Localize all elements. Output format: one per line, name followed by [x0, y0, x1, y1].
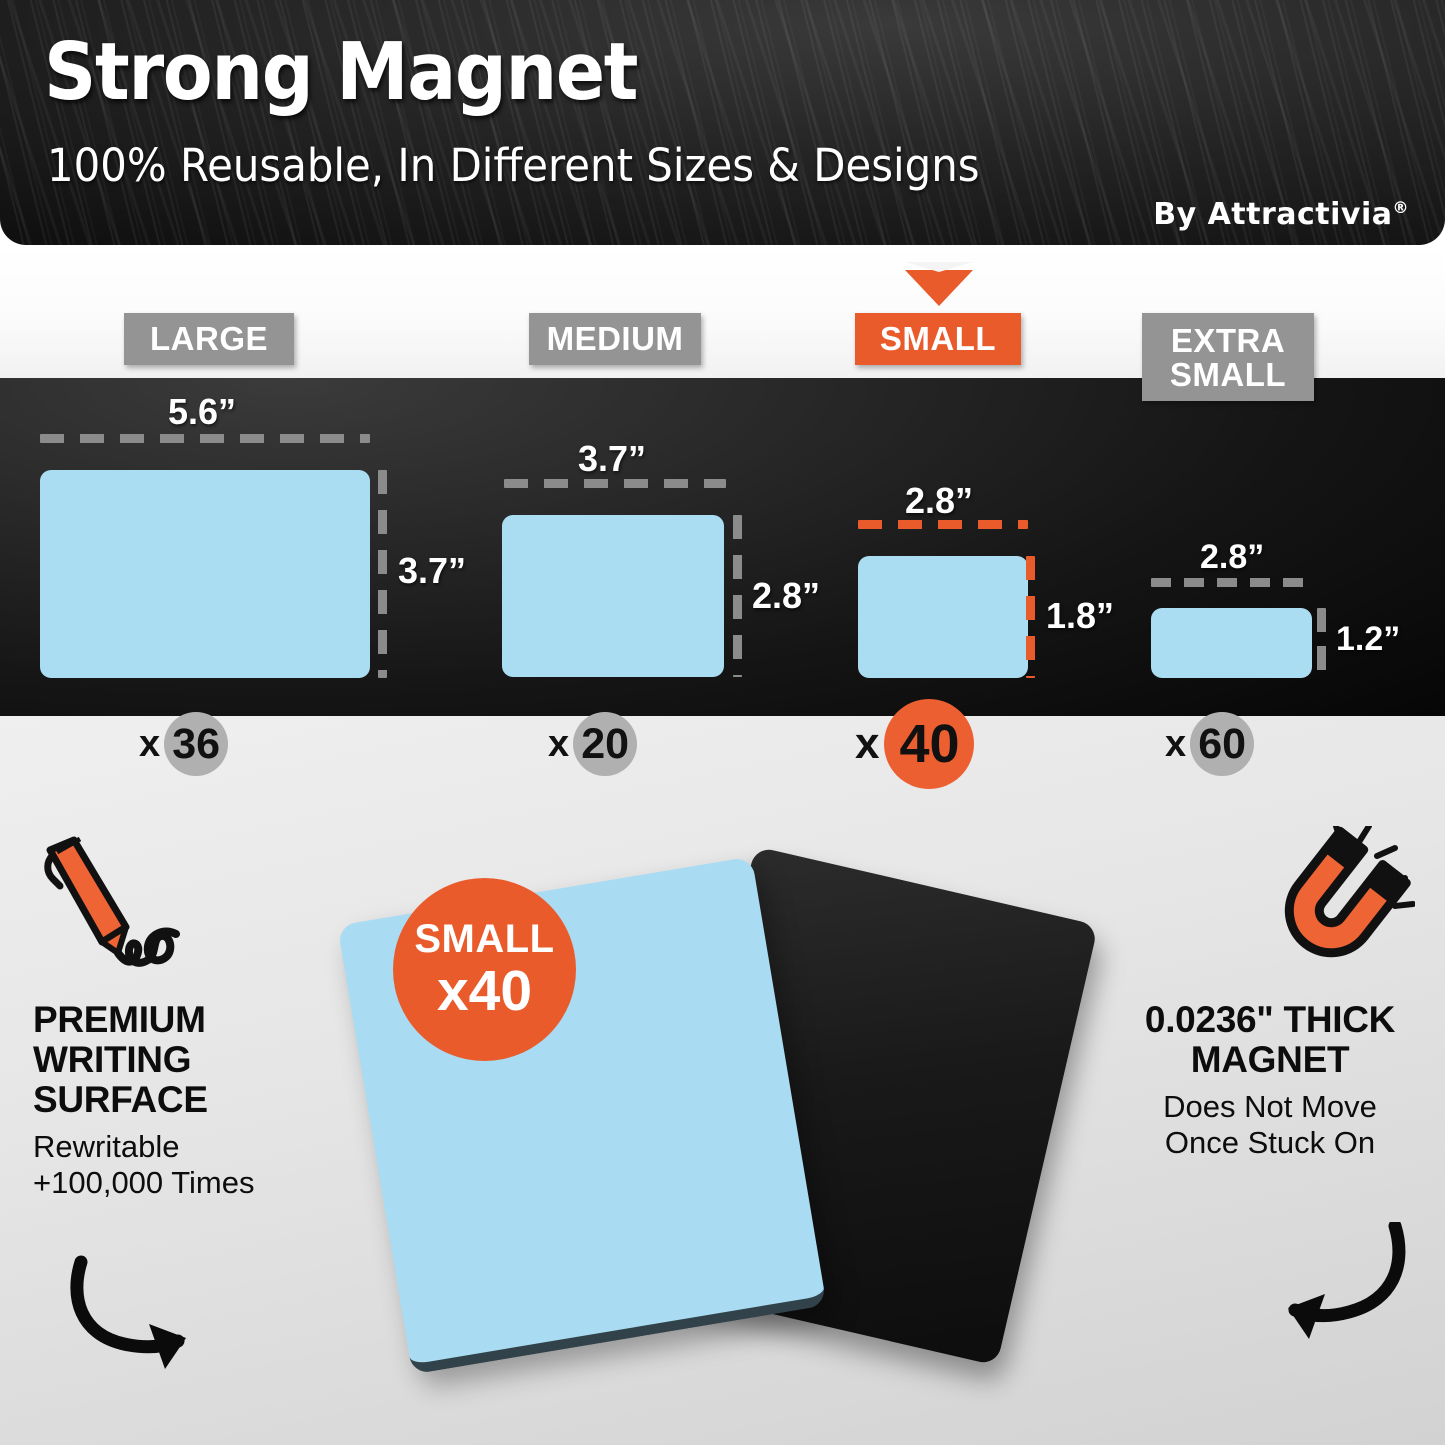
magnet-swatch-large — [40, 470, 370, 678]
product-badge-qty-label: x40 — [436, 959, 533, 1023]
quantity-extra-small: x 60 — [1165, 712, 1255, 776]
feature-2-title-line1: 0.0236" THICK — [1144, 999, 1396, 1040]
quantity-large-badge: 36 — [164, 712, 229, 776]
size-tab-extra-small-line1: EXTRA — [1170, 322, 1286, 360]
dimension-label-medium-height: 2.8” — [752, 575, 821, 616]
quantity-medium-badge: 20 — [573, 712, 638, 776]
feature-1-title-line1: PREMIUM — [33, 999, 206, 1040]
dimension-line-medium-height — [733, 515, 742, 677]
size-tab-large[interactable]: LARGE — [124, 313, 294, 365]
feature-thick-magnet: 0.0236" THICK MAGNET Does Not Move Once … — [1105, 1000, 1435, 1160]
selected-size-pointer-icon — [905, 262, 973, 306]
dimension-line-medium-width — [504, 479, 726, 488]
magnet-swatch-medium — [502, 515, 724, 677]
feature-2-title-line2: MAGNET — [1190, 1038, 1350, 1080]
dimension-line-extra-small-width — [1151, 578, 1312, 587]
dimension-line-large-width — [40, 434, 370, 443]
page-title: Strong Magnet — [44, 26, 639, 118]
dimension-label-large-width: 5.6” — [168, 391, 237, 432]
quantity-extra-small-badge: 60 — [1190, 712, 1255, 776]
quantity-small-badge: 40 — [884, 699, 975, 789]
brand-name: By Attractivia — [1153, 197, 1393, 232]
registered-mark-icon: ® — [1392, 198, 1409, 217]
magnet-swatch-extra-small — [1151, 608, 1312, 678]
dimension-line-small-height — [1026, 556, 1035, 678]
dimension-label-small-height: 1.8” — [1046, 595, 1115, 636]
curved-arrow-left-icon — [1243, 1219, 1428, 1362]
page-subtitle: 100% Reusable, In Different Sizes & Desi… — [47, 139, 980, 192]
quantity-small: x 40 — [855, 699, 975, 789]
dimension-label-medium-width: 3.7” — [578, 438, 647, 479]
feature-1-sub-line2: +100,000 Times — [33, 1164, 255, 1200]
feature-2-sub-line1: Does Not Move — [1163, 1088, 1377, 1124]
size-tab-extra-small-line2: SMALL — [1169, 356, 1287, 393]
dimension-label-extra-small-height: 1.2” — [1336, 620, 1401, 658]
quantity-small-prefix: x — [855, 719, 880, 768]
dimension-label-extra-small-width: 2.8” — [1200, 538, 1265, 576]
dimension-line-small-width — [858, 520, 1028, 529]
quantity-medium-prefix: x — [548, 723, 570, 765]
header-banner: Strong Magnet 100% Reusable, In Differen… — [0, 0, 1445, 245]
feature-premium-writing-surface: PREMIUM WRITING SURFACE Rewritable +100,… — [33, 1000, 333, 1200]
dimension-label-small-width: 2.8” — [905, 480, 974, 521]
feature-1-title-line3: SURFACE — [33, 1078, 208, 1120]
product-quantity-badge: SMALL x40 — [393, 878, 576, 1061]
curved-arrow-right-icon — [52, 1252, 232, 1382]
size-tab-extra-small[interactable]: EXTRA SMALL — [1142, 313, 1314, 401]
size-tab-medium[interactable]: MEDIUM — [529, 313, 701, 365]
dimension-line-extra-small-height — [1317, 608, 1326, 678]
feature-1-title-line2: WRITING — [33, 1038, 192, 1080]
quantity-large: x 36 — [139, 712, 229, 776]
feature-2-sub-line2: Once Stuck On — [1164, 1124, 1376, 1160]
quantity-medium: x 20 — [548, 712, 638, 776]
product-badge-size-label: SMALL — [414, 917, 555, 961]
quantity-extra-small-prefix: x — [1165, 723, 1187, 765]
horseshoe-magnet-icon — [1255, 813, 1416, 991]
magnet-swatch-small — [858, 556, 1028, 678]
dimension-line-large-height — [378, 470, 387, 678]
dimension-label-large-height: 3.7” — [398, 550, 467, 591]
marker-pen-icon — [30, 832, 220, 997]
brand-label: By Attractivia® — [1153, 197, 1409, 232]
quantity-large-prefix: x — [139, 723, 161, 765]
feature-1-sub-line1: Rewritable — [33, 1128, 180, 1164]
size-tab-small[interactable]: SMALL — [855, 313, 1021, 365]
